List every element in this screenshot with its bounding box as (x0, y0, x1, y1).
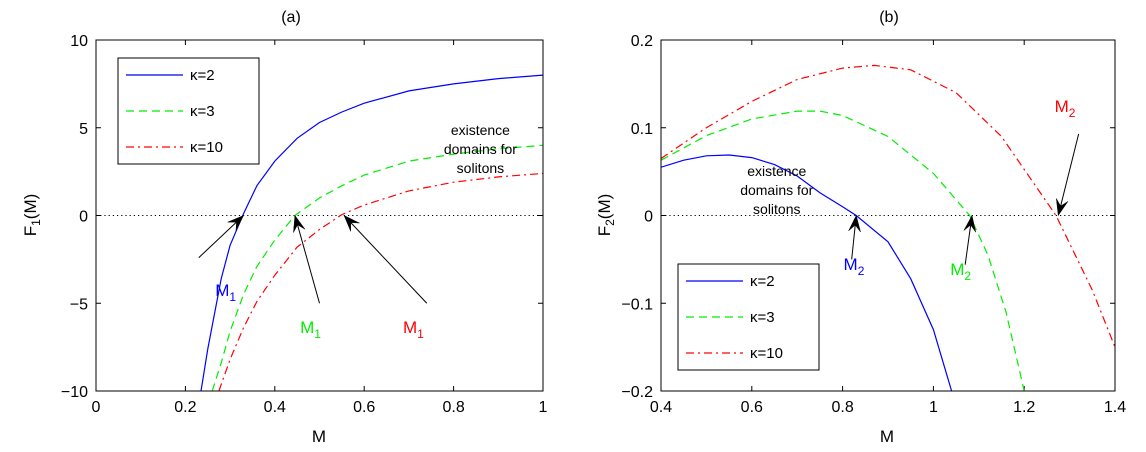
panel-b-ytick-label: 0 (644, 209, 653, 226)
m-label-main: M (403, 318, 417, 337)
panel-a-existence-annotation: existence domains for solitons (444, 122, 517, 176)
panel-a-xtick-label: 1 (539, 399, 548, 416)
panel-b-legend: κ=2 κ=3 κ=10 (677, 263, 820, 371)
m-label-main: M (950, 260, 964, 279)
panel-a-legend-label-k10: κ=10 (190, 139, 223, 156)
panel-b-plot (660, 39, 1116, 392)
panel-b-legend-label-k3: κ=3 (750, 309, 775, 326)
panel-a-m-label-k10: M1 (403, 318, 424, 341)
panel-a-ylabel: F1(M) (21, 194, 43, 237)
panel-a-xtick-label: 0 (92, 399, 101, 416)
panel-a-legend: κ=2 κ=3 κ=10 (117, 57, 260, 165)
panel-b-legend-label-k10: κ=10 (750, 345, 783, 362)
panel-b-annotation-line: domains for (740, 182, 813, 198)
panel-a-arrowhead-k3 (293, 214, 306, 233)
panel-a-arrow-k10 (343, 215, 428, 304)
panel-a-axes-box (95, 39, 544, 392)
panel-a-xtick-label: 0.8 (442, 399, 464, 416)
panel-a-legend-label-k3: κ=3 (190, 103, 215, 120)
panel-a-annotation-line: domains for (444, 141, 517, 157)
panel-a-arrow-k3 (294, 215, 320, 304)
panel-a-ytick-label: −10 (61, 384, 88, 401)
panel-a-series-k10-line (218, 172, 543, 391)
panel-b-ytick-label: −0.2 (621, 384, 653, 401)
m-label-sub: 1 (314, 327, 321, 341)
panel-b-ylabel-tail: (M) (595, 194, 614, 219)
panel-a-series-k2-line (200, 74, 543, 391)
m-label-sub: 2 (964, 269, 971, 283)
panel-b-xlabel: M (880, 427, 894, 446)
panel-a-m-label-k3: M1 (300, 318, 321, 341)
panel-a-arrowhead-k2 (227, 215, 245, 231)
panel-b-series-k2-line (661, 154, 953, 391)
m-label-sub: 1 (417, 327, 424, 341)
panel-a-ylabel-main: F (21, 226, 40, 236)
panel-a-ytick-label: −5 (70, 296, 88, 313)
panel-b-arrow-k10 (1057, 133, 1080, 216)
panel-b-xtick-label: 0.6 (741, 399, 763, 416)
panel-b-ylabel: F2(M) (595, 194, 617, 237)
panel-b-arrowhead-k3 (963, 214, 976, 233)
panel-b-series-k3-line (661, 110, 1025, 391)
m-label-sub: 1 (229, 290, 236, 304)
m-label-sub: 2 (1069, 106, 1076, 120)
panel-b-ytick-label: −0.1 (621, 296, 653, 313)
panel-b-xtick-label: 1.2 (1013, 399, 1035, 416)
m-label-main: M (844, 255, 858, 274)
panel-b-xtick-label: 0.4 (650, 399, 672, 416)
panel-a-m-label-k2: M1 (215, 281, 236, 304)
m-label-main: M (300, 318, 314, 337)
panel-a: (a) M F1(M) κ=2 κ=3 κ=10 0 0.2 0.4 0.6 0.8 1−… (21, 9, 548, 446)
panel-b-arrowhead-k10 (1056, 198, 1069, 217)
panel-a-series-k3-line (211, 144, 543, 391)
panel-b: (b) M F2(M) κ=2 κ=3 κ=10 0.4 0.6 0.8 1 1.2 1.… (595, 9, 1126, 446)
panel-b-ylabel-main: F (595, 226, 614, 236)
panel-b-title: (b) (879, 9, 899, 26)
panel-b-m-label-k10: M2 (1055, 97, 1076, 120)
panel-b-ylabel-sub: 2 (603, 219, 617, 226)
panel-a-xtick-label: 0.6 (353, 399, 375, 416)
panel-a-ytick-label: 0 (79, 209, 88, 226)
panel-a-ytick-label: 5 (79, 121, 88, 138)
panel-b-annotation-line: solitons (753, 201, 800, 217)
panel-a-title: (a) (281, 9, 301, 26)
panel-b-existence-annotation: existence domains for solitons (740, 163, 813, 217)
panel-b-xtick-label: 1 (929, 399, 938, 416)
panel-a-xtick-label: 0.2 (174, 399, 196, 416)
m-label-sub: 2 (858, 264, 865, 278)
panel-b-series-k10-line (661, 64, 1115, 348)
panel-b-annotation-line: existence (747, 163, 806, 179)
m-label-main: M (1055, 97, 1069, 116)
panel-a-xlabel: M (312, 427, 326, 446)
panel-b-axes-box (660, 39, 1116, 392)
panel-b-ytick-label: 0.2 (631, 33, 653, 50)
m-label-main: M (215, 281, 229, 300)
panel-a-legend-label-k2: κ=2 (190, 67, 215, 84)
panel-a-arrow-k2 (198, 215, 244, 258)
panel-b-m-label-k3: M2 (950, 260, 971, 283)
panel-b-xtick-label: 0.8 (831, 399, 853, 416)
panel-a-xtick-label: 0.4 (264, 399, 286, 416)
panel-a-arrowhead-k10 (343, 214, 360, 232)
panel-a-ylabel-sub: 1 (29, 219, 43, 226)
panel-a-plot (95, 39, 544, 392)
panel-a-ylabel-tail: (M) (21, 194, 40, 219)
panel-b-legend-label-k2: κ=2 (750, 273, 775, 290)
panel-a-annotation-line: existence (451, 122, 510, 138)
panel-b-m-label-k2: M2 (844, 255, 865, 278)
panel-a-annotation-line: solitons (457, 160, 504, 176)
panel-b-ytick-label: 0.1 (631, 121, 653, 138)
panel-a-ytick-label: 10 (70, 33, 88, 50)
panel-b-arrowhead-k2 (848, 214, 861, 233)
panel-b-xtick-label: 1.4 (1104, 399, 1126, 416)
